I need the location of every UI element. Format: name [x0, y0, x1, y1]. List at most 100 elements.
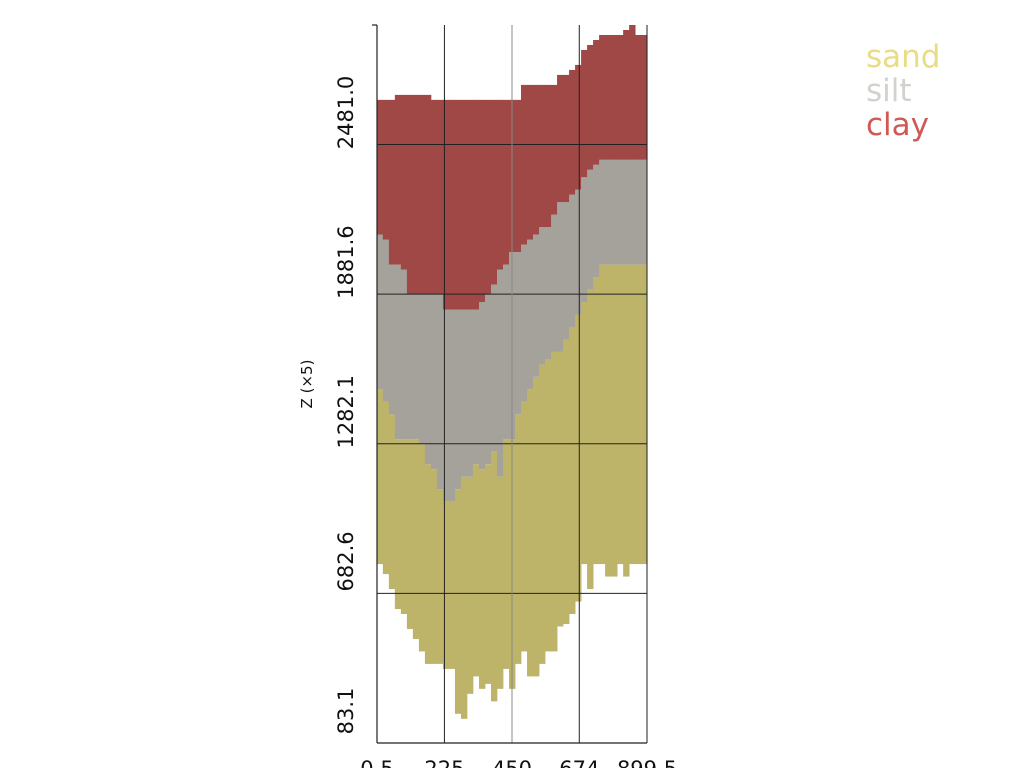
- bar-clay-44: [641, 34, 648, 160]
- bar-clay-33: [575, 64, 582, 190]
- bar-sand-27: [539, 364, 546, 664]
- bar-silt-44: [641, 159, 648, 265]
- bar-sand-42: [629, 264, 636, 565]
- bar-silt-36: [593, 164, 600, 278]
- bar-silt-14: [460, 309, 468, 477]
- legend-item-sand: sand: [866, 39, 941, 75]
- bar-silt-25: [527, 239, 534, 390]
- bar-sand-15: [466, 476, 474, 694]
- bar-silt-27: [539, 227, 546, 365]
- bar-clay-38: [605, 34, 612, 160]
- bar-sand-2: [388, 414, 396, 590]
- bar-sand-39: [611, 264, 618, 577]
- bar-silt-8: [424, 294, 432, 465]
- bar-clay-24: [521, 84, 528, 245]
- bar-clay-29: [551, 84, 558, 215]
- bar-sand-38: [605, 264, 612, 577]
- bar-silt-34: [581, 177, 588, 303]
- bar-silt-10: [436, 294, 444, 490]
- bar-silt-2: [388, 264, 396, 415]
- bar-sand-30: [557, 351, 564, 627]
- bar-silt-37: [599, 159, 606, 265]
- bar-sand-20: [496, 476, 504, 689]
- bar-sand-12: [448, 501, 456, 669]
- x-tick-label-3: 674: [559, 757, 599, 768]
- bar-clay-27: [539, 84, 546, 228]
- bar-silt-17: [478, 302, 486, 470]
- bar-silt-31: [563, 202, 570, 340]
- bar-silt-1: [382, 239, 390, 402]
- bar-clay-0: [376, 99, 384, 235]
- bar-silt-39: [611, 159, 618, 265]
- bar-sand-29: [551, 351, 558, 652]
- bar-sand-18: [484, 464, 492, 684]
- bar-clay-40: [617, 34, 624, 160]
- bar-clay-12: [448, 99, 456, 310]
- bar-clay-28: [545, 84, 552, 228]
- bar-sand-36: [593, 277, 600, 565]
- bar-clay-15: [466, 99, 474, 310]
- y-tick-label-1: 682.6: [334, 531, 358, 591]
- bar-clay-37: [599, 34, 606, 160]
- bar-clay-14: [460, 99, 468, 310]
- bar-clay-41: [623, 29, 630, 160]
- y-tick-label-0: 83.1: [334, 688, 358, 735]
- bar-sand-17: [478, 469, 486, 689]
- bar-sand-23: [515, 414, 522, 664]
- x-tick-labels: 0.5 225 450 674 899.5: [360, 757, 677, 768]
- y-axis-label: Z (×5): [298, 360, 316, 409]
- bar-sand-11: [442, 501, 450, 669]
- bar-silt-24: [521, 244, 528, 402]
- y-tick-label-3: 1881.6: [334, 225, 358, 298]
- bar-silt-6: [412, 294, 420, 440]
- bar-clay-6: [412, 94, 420, 295]
- bar-sand-24: [521, 401, 528, 652]
- bar-sand-26: [533, 376, 540, 677]
- bar-clay-23: [515, 99, 522, 253]
- x-tick-label-2: 450: [492, 757, 532, 768]
- bar-sand-0: [376, 389, 384, 565]
- bar-sand-31: [563, 339, 570, 624]
- bar-silt-12: [448, 309, 456, 502]
- bar-clay-20: [496, 99, 504, 270]
- bar-clay-4: [400, 94, 408, 270]
- bar-sand-4: [400, 439, 408, 614]
- bar-silt-13: [454, 309, 462, 490]
- bar-clay-35: [587, 44, 594, 170]
- bar-clay-13: [454, 99, 462, 310]
- x-tick-label-1: 225: [424, 757, 464, 768]
- legend: sand silt clay: [866, 40, 940, 142]
- bar-clay-21: [502, 99, 510, 265]
- bar-clay-3: [394, 94, 402, 265]
- bar-sand-5: [406, 439, 414, 629]
- bar-sand-16: [472, 464, 480, 677]
- y-tick-labels: 83.1 682.6 1282.1 1881.6 2481.0: [334, 76, 358, 735]
- bar-clay-11: [442, 99, 450, 310]
- bar-clay-7: [418, 94, 426, 295]
- bar-sand-10: [436, 489, 444, 664]
- x-tick-label-0: 0.5: [360, 757, 393, 768]
- bar-sand-3: [394, 439, 402, 609]
- bar-clay-31: [563, 74, 570, 203]
- bar-silt-30: [557, 202, 564, 352]
- bar-sand-14: [460, 476, 468, 719]
- bar-silt-16: [472, 309, 480, 465]
- bar-silt-35: [587, 169, 594, 290]
- bar-silt-20: [496, 269, 504, 477]
- bar-clay-42: [629, 25, 636, 160]
- bar-silt-4: [400, 269, 408, 440]
- bar-clay-39: [611, 34, 618, 160]
- bar-sand-25: [527, 389, 534, 677]
- bar-silt-43: [635, 159, 642, 265]
- bar-silt-38: [605, 159, 612, 265]
- bar-sand-33: [575, 314, 582, 602]
- bar-clay-1: [382, 99, 390, 240]
- bar-clay-30: [557, 74, 564, 203]
- bar-silt-7: [418, 294, 426, 445]
- bar-silt-0: [376, 234, 384, 390]
- bar-silt-42: [629, 159, 636, 265]
- bar-sand-43: [635, 264, 642, 565]
- bar-silt-33: [575, 189, 582, 315]
- bar-sand-41: [623, 264, 630, 577]
